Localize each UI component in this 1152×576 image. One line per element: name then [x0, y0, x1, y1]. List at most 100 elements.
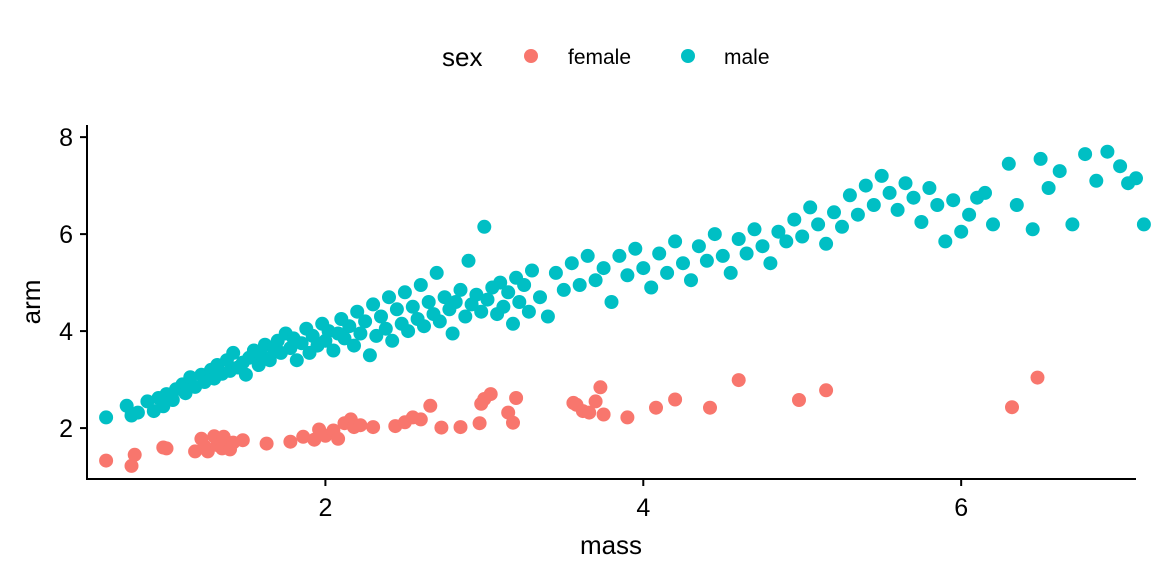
- data-point-male: [636, 261, 651, 276]
- data-point-male: [480, 292, 495, 307]
- y-axis-ticks: 2 4 6 8: [59, 124, 87, 443]
- y-tick-label: 8: [59, 124, 73, 152]
- data-point-female: [596, 407, 611, 422]
- data-point-male: [353, 326, 368, 341]
- data-point-male: [421, 295, 436, 309]
- data-point-female: [331, 431, 346, 446]
- y-tick-label: 4: [59, 318, 73, 346]
- data-point-male: [1025, 222, 1040, 237]
- data-point-male: [986, 217, 1000, 232]
- data-point-male: [378, 321, 393, 336]
- data-point-male: [350, 304, 365, 319]
- data-point-male: [906, 190, 921, 205]
- data-point-male: [1100, 144, 1115, 159]
- data-point-male: [819, 236, 834, 251]
- data-point-male: [811, 217, 826, 232]
- data-point-male: [946, 193, 961, 208]
- data-point-male: [445, 326, 460, 341]
- data-point-male: [1136, 217, 1151, 232]
- data-point-male: [763, 256, 778, 271]
- data-point-female: [582, 405, 597, 420]
- data-point-male: [954, 224, 969, 239]
- legend-key-female: [524, 49, 538, 63]
- data-point-male: [644, 280, 659, 295]
- data-point-female: [593, 380, 608, 395]
- data-point-male: [453, 282, 468, 297]
- data-point-female: [159, 441, 174, 456]
- legend: sex female male: [442, 42, 770, 72]
- data-point-male: [289, 353, 304, 368]
- data-point-male: [620, 268, 635, 283]
- data-point-male: [347, 338, 361, 353]
- data-point-female: [366, 420, 381, 435]
- data-point-male: [99, 410, 114, 425]
- data-point-male: [477, 219, 492, 234]
- y-axis-title: arm: [16, 280, 46, 325]
- data-point-male: [429, 265, 444, 280]
- data-point-male: [496, 299, 511, 314]
- data-point-female: [453, 420, 468, 435]
- data-point-male: [226, 345, 241, 360]
- data-point-male: [521, 304, 536, 319]
- data-point-male: [1065, 217, 1080, 232]
- data-point-female: [620, 410, 635, 425]
- data-point-male: [432, 314, 447, 329]
- x-axis-title: mass: [580, 530, 642, 560]
- x-tick-label: 2: [318, 494, 332, 522]
- data-point-male: [707, 227, 722, 242]
- data-point-male: [914, 215, 929, 229]
- data-point-male: [382, 290, 396, 305]
- data-point-male: [572, 278, 587, 292]
- data-point-male: [294, 336, 309, 351]
- data-point-male: [739, 246, 754, 261]
- data-point-male: [556, 282, 571, 297]
- data-point-male: [628, 241, 643, 256]
- y-tick-label: 2: [59, 415, 73, 443]
- series-male: [99, 144, 1151, 425]
- data-point-male: [369, 328, 384, 343]
- data-point-male: [474, 304, 489, 319]
- data-point-female: [259, 436, 274, 451]
- data-point-female: [1005, 400, 1019, 415]
- data-point-male: [866, 198, 881, 212]
- data-point-male: [165, 393, 180, 407]
- data-point-male: [238, 367, 253, 382]
- data-point-male: [731, 232, 746, 246]
- data-point-male: [676, 256, 690, 271]
- data-point-male: [461, 253, 476, 268]
- data-point-male: [358, 314, 373, 329]
- data-point-male: [723, 265, 738, 280]
- data-point-female: [1030, 370, 1045, 385]
- data-point-male: [842, 188, 857, 203]
- data-point-female: [353, 418, 368, 433]
- data-point-male: [512, 295, 527, 309]
- data-point-male: [691, 239, 706, 254]
- data-point-male: [771, 224, 786, 239]
- data-point-female: [283, 434, 298, 449]
- legend-key-male: [681, 49, 695, 63]
- data-point-male: [779, 234, 794, 249]
- data-point-male: [501, 285, 516, 300]
- data-point-female: [99, 453, 114, 468]
- data-point-male: [548, 265, 563, 280]
- data-point-male: [835, 219, 849, 234]
- x-tick-label: 6: [954, 494, 968, 522]
- data-point-male: [882, 185, 897, 200]
- data-point-female: [668, 392, 683, 407]
- data-point-female: [413, 412, 428, 427]
- legend-title: sex: [442, 42, 482, 72]
- data-point-male: [1001, 156, 1016, 171]
- data-point-male: [1009, 198, 1024, 212]
- data-point-female: [483, 387, 498, 402]
- series-female: [99, 370, 1045, 473]
- data-point-male: [699, 253, 714, 268]
- data-point-male: [1041, 181, 1056, 195]
- data-point-female: [819, 383, 834, 398]
- data-point-male: [374, 309, 388, 324]
- data-point-male: [337, 331, 352, 346]
- data-point-male: [458, 309, 473, 324]
- data-point-male: [652, 246, 667, 261]
- data-point-female: [127, 447, 142, 462]
- data-point-female: [423, 398, 438, 413]
- data-point-male: [493, 275, 508, 290]
